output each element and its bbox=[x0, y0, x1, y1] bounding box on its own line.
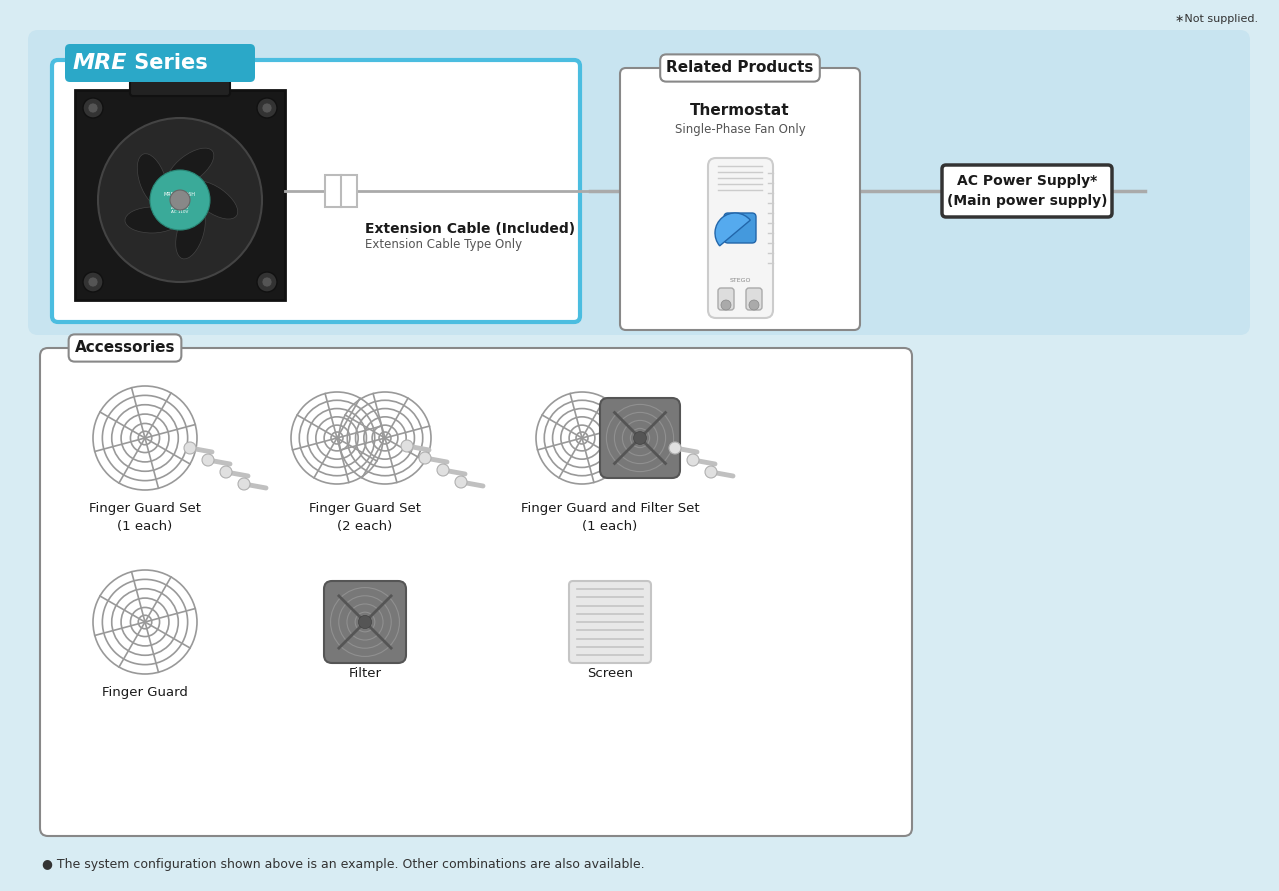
Text: Finger Guard: Finger Guard bbox=[102, 686, 188, 699]
Text: Extension Cable Type Only: Extension Cable Type Only bbox=[365, 238, 522, 251]
Circle shape bbox=[238, 478, 249, 490]
FancyBboxPatch shape bbox=[600, 398, 680, 478]
Text: Screen: Screen bbox=[587, 667, 633, 680]
Text: Extension Cable (Included): Extension Cable (Included) bbox=[365, 222, 576, 236]
FancyBboxPatch shape bbox=[724, 213, 756, 243]
Ellipse shape bbox=[191, 181, 238, 219]
Text: MRE116-B6H: MRE116-B6H bbox=[164, 192, 196, 197]
Text: Single-Phase Fan Only: Single-Phase Fan Only bbox=[674, 123, 806, 136]
Circle shape bbox=[98, 118, 262, 282]
Text: Finger Guard Set
(2 each): Finger Guard Set (2 each) bbox=[310, 502, 421, 533]
Circle shape bbox=[437, 464, 449, 476]
Circle shape bbox=[170, 190, 191, 210]
Text: AC 200V
AC 110V: AC 200V AC 110V bbox=[171, 206, 189, 215]
Circle shape bbox=[184, 442, 196, 454]
Circle shape bbox=[220, 466, 231, 478]
FancyBboxPatch shape bbox=[40, 348, 912, 836]
Circle shape bbox=[83, 272, 104, 292]
FancyBboxPatch shape bbox=[325, 175, 357, 207]
Circle shape bbox=[721, 300, 732, 310]
Ellipse shape bbox=[125, 207, 180, 233]
Circle shape bbox=[83, 98, 104, 118]
Circle shape bbox=[705, 466, 718, 478]
Circle shape bbox=[455, 476, 467, 488]
Ellipse shape bbox=[137, 153, 168, 207]
Circle shape bbox=[257, 98, 278, 118]
Ellipse shape bbox=[175, 206, 206, 259]
Text: ORIX: ORIX bbox=[170, 199, 189, 205]
Circle shape bbox=[262, 103, 272, 113]
FancyBboxPatch shape bbox=[718, 288, 734, 310]
Circle shape bbox=[262, 277, 272, 287]
Circle shape bbox=[257, 272, 278, 292]
FancyBboxPatch shape bbox=[65, 44, 255, 82]
Circle shape bbox=[150, 170, 210, 230]
Circle shape bbox=[633, 431, 646, 445]
Wedge shape bbox=[715, 213, 751, 246]
Text: Series: Series bbox=[127, 53, 207, 73]
FancyBboxPatch shape bbox=[569, 581, 651, 663]
Text: Finger Guard Set
(1 each): Finger Guard Set (1 each) bbox=[90, 502, 201, 533]
FancyBboxPatch shape bbox=[709, 158, 773, 318]
FancyBboxPatch shape bbox=[130, 48, 230, 96]
Circle shape bbox=[687, 454, 700, 466]
Circle shape bbox=[669, 442, 680, 454]
FancyBboxPatch shape bbox=[75, 90, 285, 300]
Text: AC Power Supply*
(Main power supply): AC Power Supply* (Main power supply) bbox=[946, 175, 1108, 208]
Ellipse shape bbox=[168, 148, 214, 187]
FancyBboxPatch shape bbox=[52, 60, 579, 322]
Circle shape bbox=[202, 454, 214, 466]
Circle shape bbox=[420, 452, 431, 464]
Text: Accessories: Accessories bbox=[74, 340, 175, 356]
Circle shape bbox=[88, 277, 98, 287]
FancyBboxPatch shape bbox=[620, 68, 859, 330]
Text: Filter: Filter bbox=[348, 667, 381, 680]
Text: STEGO: STEGO bbox=[729, 277, 751, 282]
Circle shape bbox=[749, 300, 758, 310]
Circle shape bbox=[358, 616, 372, 628]
Text: MRE: MRE bbox=[73, 53, 128, 73]
FancyBboxPatch shape bbox=[943, 165, 1111, 217]
Text: Thermostat: Thermostat bbox=[691, 103, 790, 118]
Text: ● The system configuration shown above is an example. Other combinations are als: ● The system configuration shown above i… bbox=[42, 858, 645, 871]
Circle shape bbox=[88, 103, 98, 113]
FancyBboxPatch shape bbox=[324, 581, 405, 663]
Text: Related Products: Related Products bbox=[666, 61, 813, 76]
Circle shape bbox=[402, 440, 413, 452]
FancyBboxPatch shape bbox=[746, 288, 762, 310]
FancyBboxPatch shape bbox=[28, 30, 1250, 335]
Text: ∗Not supplied.: ∗Not supplied. bbox=[1175, 14, 1259, 24]
Text: Finger Guard and Filter Set
(1 each): Finger Guard and Filter Set (1 each) bbox=[521, 502, 700, 533]
